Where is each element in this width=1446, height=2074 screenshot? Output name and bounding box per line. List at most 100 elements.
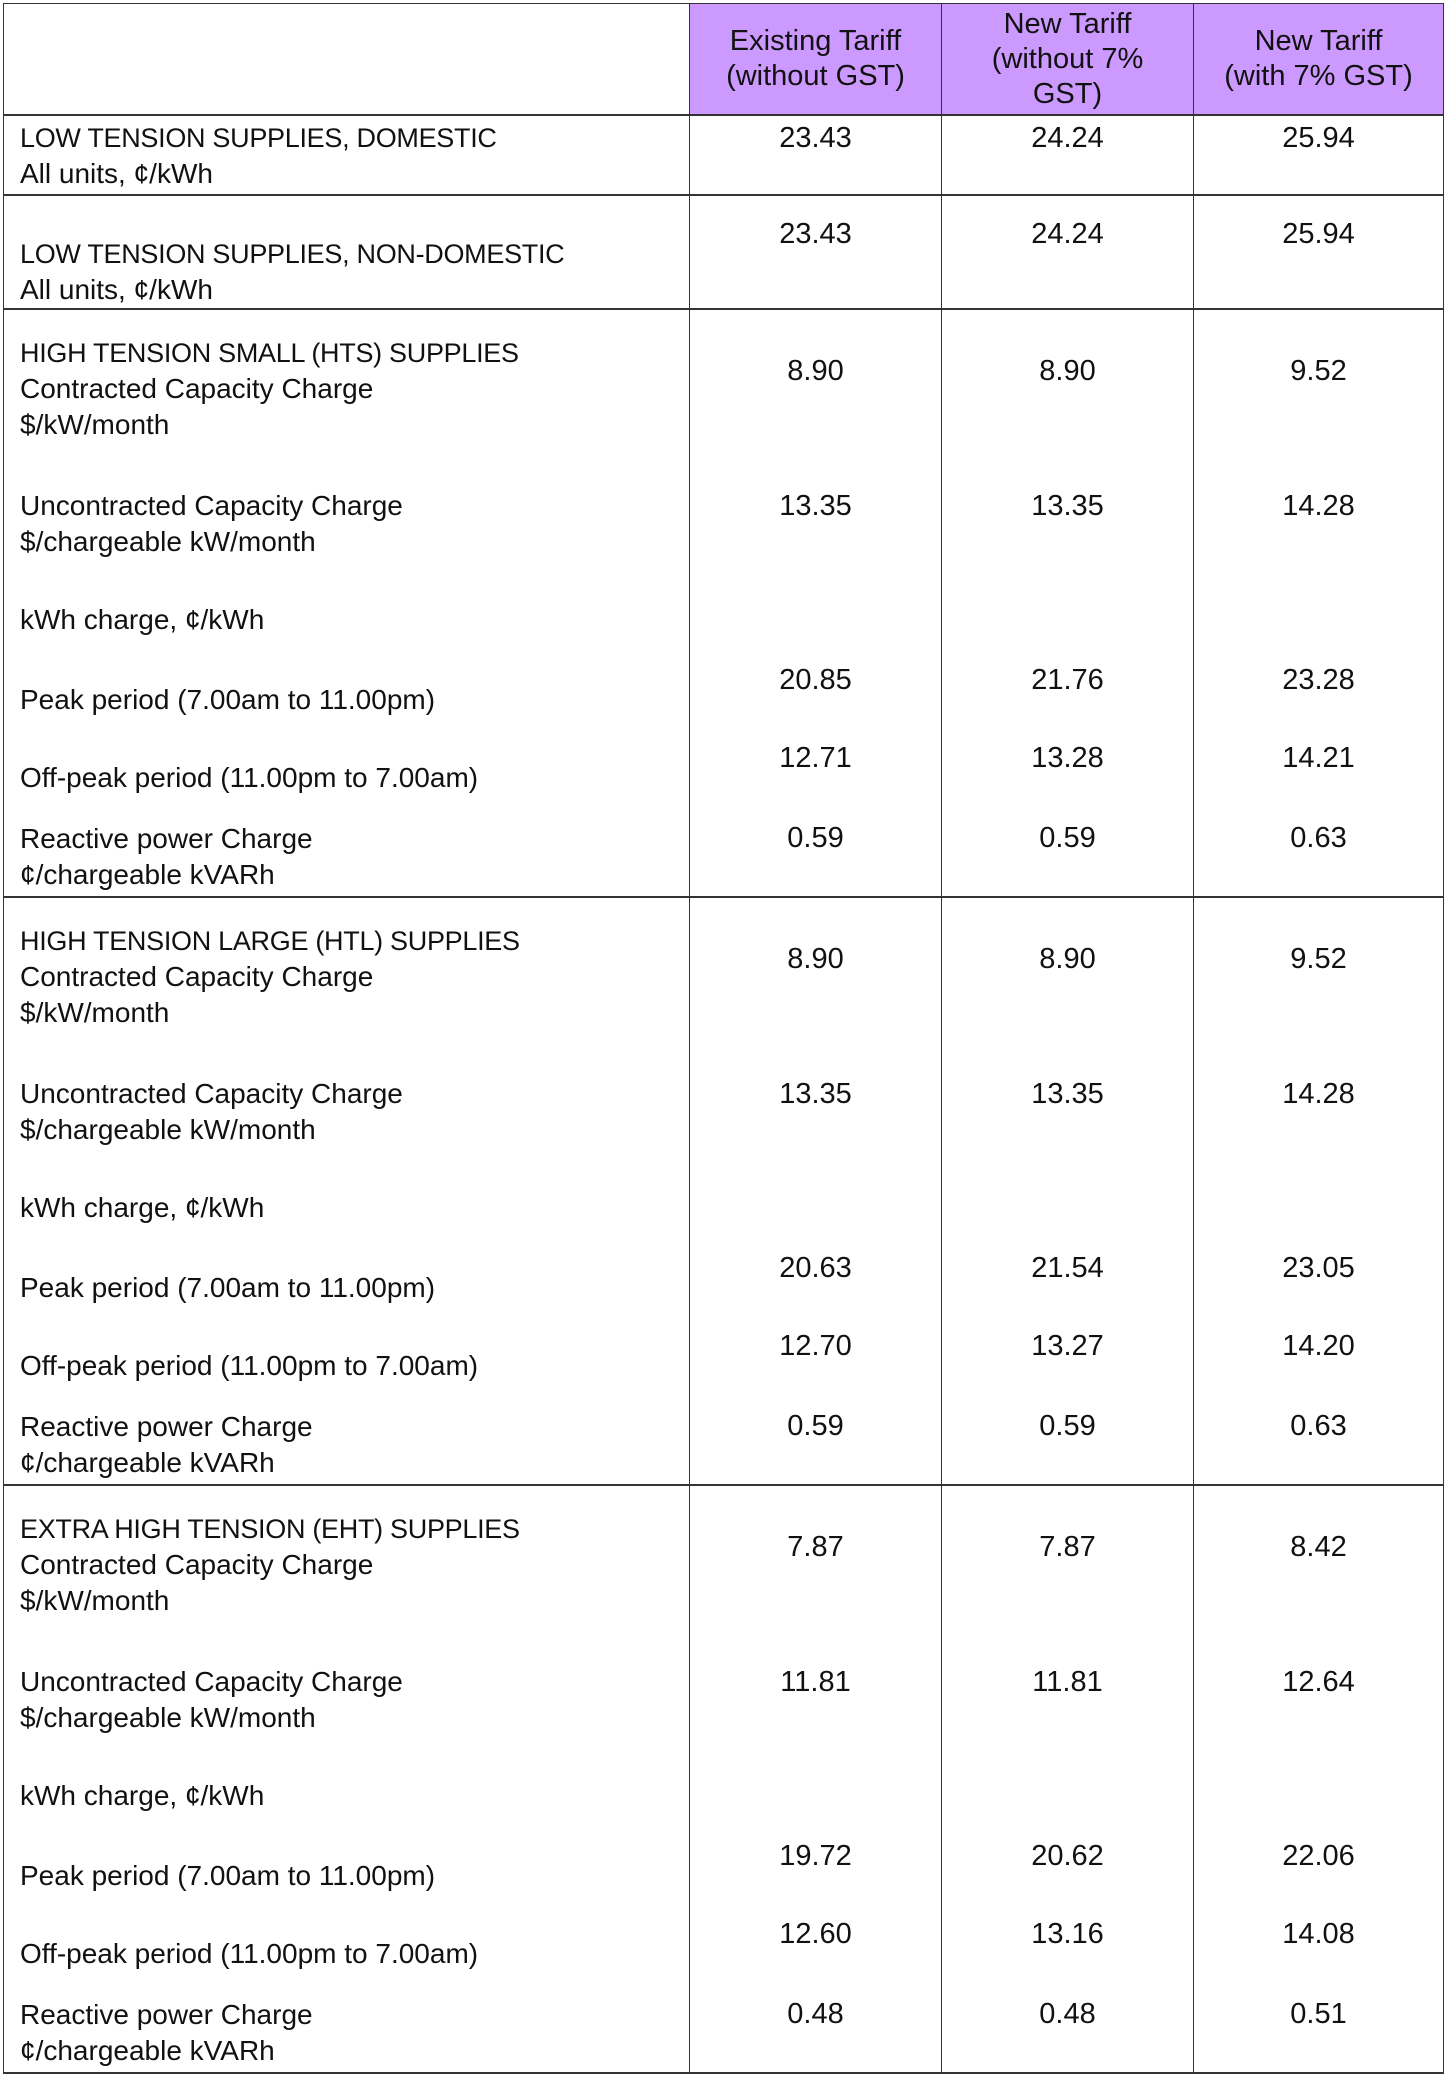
row-label-line: Peak period (7.00am to 11.00pm) xyxy=(20,1272,436,1303)
row-label-line: kWh charge, ¢/kWh xyxy=(20,1192,265,1223)
column-header-line: (with 7% GST) xyxy=(1224,60,1413,92)
value-cell xyxy=(941,601,1194,640)
value-cell: 12.64 xyxy=(1193,1664,1444,1777)
row-label: LOW TENSION SUPPLIES, NON-DOMESTIC All un… xyxy=(3,194,690,309)
section-title: EXTRA HIGH TENSION (EHT) SUPPLIES xyxy=(20,1514,520,1544)
row-label: kWh charge, ¢/kWh xyxy=(3,601,690,640)
row-label-line: ¢/chargeable kVARh xyxy=(20,2035,275,2066)
value-cell: 13.35 xyxy=(941,488,1194,601)
section-title: LOW TENSION SUPPLIES, DOMESTIC xyxy=(20,123,497,153)
table-row: LOW TENSION SUPPLIES, NON-DOMESTIC All un… xyxy=(3,194,1444,309)
value-cell: 8.90 xyxy=(689,308,942,488)
row-label-line: Off-peak period (11.00pm to 7.00am) xyxy=(20,1938,479,1969)
table-row: kWh charge, ¢/kWh xyxy=(3,601,1444,640)
row-label: Uncontracted Capacity Charge $/chargeable… xyxy=(3,1076,690,1189)
row-label: EXTRA HIGH TENSION (EHT) SUPPLIES Contrac… xyxy=(3,1484,690,1664)
row-label: Off-peak period (11.00pm to 7.00am) xyxy=(3,1306,690,1384)
row-label: Off-peak period (11.00pm to 7.00am) xyxy=(3,718,690,796)
table-row: Reactive power Charge ¢/chargeable kVARh 0… xyxy=(3,796,1444,897)
value-cell: 25.94 xyxy=(1193,194,1444,309)
row-label-line: $/chargeable kW/month xyxy=(20,526,316,557)
row-label: Off-peak period (11.00pm to 7.00am) xyxy=(3,1894,690,1972)
row-label: kWh charge, ¢/kWh xyxy=(3,1189,690,1228)
value-cell: 23.43 xyxy=(689,194,942,309)
row-label-line: $/kW/month xyxy=(20,1585,170,1616)
row-label-line: kWh charge, ¢/kWh xyxy=(20,1780,265,1811)
row-label-line: $/chargeable kW/month xyxy=(20,1114,316,1145)
section-title: LOW TENSION SUPPLIES, NON-DOMESTIC xyxy=(20,239,565,269)
value-cell xyxy=(941,1777,1194,1816)
row-label: kWh charge, ¢/kWh xyxy=(3,1777,690,1816)
value-cell: 13.28 xyxy=(941,718,1194,796)
table-row: kWh charge, ¢/kWh xyxy=(3,1189,1444,1228)
value-cell: 11.81 xyxy=(941,1664,1194,1777)
table-row: Uncontracted Capacity Charge $/chargeable… xyxy=(3,1664,1444,1777)
value-cell: 11.81 xyxy=(689,1664,942,1777)
value-cell xyxy=(1193,601,1444,640)
value-cell xyxy=(689,1189,942,1228)
row-label-line: $/kW/month xyxy=(20,997,170,1028)
header-row: Existing Tariff (without GST) New Tariff (w… xyxy=(3,3,1444,116)
table-row: Reactive power Charge ¢/chargeable kVARh 0… xyxy=(3,1972,1444,2074)
row-label-line: All units, ¢/kWh xyxy=(20,274,213,305)
value-cell: 20.85 xyxy=(689,640,942,718)
table-row: kWh charge, ¢/kWh xyxy=(3,1777,1444,1816)
value-cell: 20.63 xyxy=(689,1228,942,1306)
column-header-line: (without 7% xyxy=(991,42,1144,75)
row-label-line: Uncontracted Capacity Charge xyxy=(20,490,403,521)
value-cell: 23.43 xyxy=(689,114,942,195)
column-header-line: (without GST) xyxy=(726,60,905,92)
value-cell: 22.06 xyxy=(1193,1816,1444,1894)
table-row: Uncontracted Capacity Charge $/chargeable… xyxy=(3,488,1444,601)
value-cell: 21.54 xyxy=(941,1228,1194,1306)
table-row: Reactive power Charge ¢/chargeable kVARh 0… xyxy=(3,1384,1444,1485)
tariff-table: Existing Tariff (without GST) New Tariff (w… xyxy=(3,3,1444,2074)
row-label-line: Reactive power Charge xyxy=(20,823,313,854)
row-label: Reactive power Charge ¢/chargeable kVARh xyxy=(3,1384,690,1485)
value-cell: 9.52 xyxy=(1193,308,1444,488)
value-cell: 0.59 xyxy=(689,796,942,897)
column-header: Existing Tariff (without GST) xyxy=(689,3,942,116)
value-cell: 0.59 xyxy=(941,796,1194,897)
value-cell: 13.35 xyxy=(689,1076,942,1189)
value-cell: 8.90 xyxy=(941,896,1194,1076)
value-cell: 0.59 xyxy=(689,1384,942,1485)
row-label-line: Reactive power Charge xyxy=(20,1411,313,1442)
row-label-line: Uncontracted Capacity Charge xyxy=(20,1078,403,1109)
table-row: Peak period (7.00am to 11.00pm) 19.72 20.6… xyxy=(3,1816,1444,1894)
section-title: HIGH TENSION SMALL (HTS) SUPPLIES xyxy=(20,338,519,368)
row-label-line: Peak period (7.00am to 11.00pm) xyxy=(20,1860,436,1891)
value-cell: 23.05 xyxy=(1193,1228,1444,1306)
row-label-line: Off-peak period (11.00pm to 7.00am) xyxy=(20,1350,479,1381)
value-cell: 23.28 xyxy=(1193,640,1444,718)
value-cell: 14.20 xyxy=(1193,1306,1444,1384)
row-label: Peak period (7.00am to 11.00pm) xyxy=(3,640,690,718)
value-cell: 0.48 xyxy=(689,1972,942,2074)
table-row: HIGH TENSION LARGE (HTL) SUPPLIES Contrac… xyxy=(3,896,1444,1076)
value-cell: 14.21 xyxy=(1193,718,1444,796)
row-label: Uncontracted Capacity Charge $/chargeable… xyxy=(3,488,690,601)
row-label-line: kWh charge, ¢/kWh xyxy=(20,604,265,635)
table-row: LOW TENSION SUPPLIES, DOMESTIC All units,… xyxy=(3,114,1444,195)
row-label-line: Uncontracted Capacity Charge xyxy=(20,1666,403,1697)
section-title: HIGH TENSION LARGE (HTL) SUPPLIES xyxy=(20,926,520,956)
value-cell: 8.42 xyxy=(1193,1484,1444,1664)
row-label: Peak period (7.00am to 11.00pm) xyxy=(3,1816,690,1894)
value-cell: 8.90 xyxy=(941,308,1194,488)
row-label: HIGH TENSION SMALL (HTS) SUPPLIES Contrac… xyxy=(3,308,690,488)
value-cell: 12.71 xyxy=(689,718,942,796)
row-label-line: Off-peak period (11.00pm to 7.00am) xyxy=(20,762,479,793)
value-cell: 12.60 xyxy=(689,1894,942,1972)
value-cell: 13.35 xyxy=(941,1076,1194,1189)
table-row: Off-peak period (11.00pm to 7.00am) 12.71… xyxy=(3,718,1444,796)
column-header: New Tariff (without 7% GST) xyxy=(941,3,1194,116)
value-cell xyxy=(1193,1777,1444,1816)
column-header-line: GST) xyxy=(1032,77,1103,110)
value-cell: 7.87 xyxy=(689,1484,942,1664)
row-label-line: Contracted Capacity Charge xyxy=(20,373,374,404)
header-blank-cell xyxy=(3,3,690,116)
row-label: Reactive power Charge ¢/chargeable kVARh xyxy=(3,796,690,897)
column-header-line: New Tariff xyxy=(1003,7,1132,40)
value-cell: 0.63 xyxy=(1193,1384,1444,1485)
value-cell xyxy=(941,1189,1194,1228)
